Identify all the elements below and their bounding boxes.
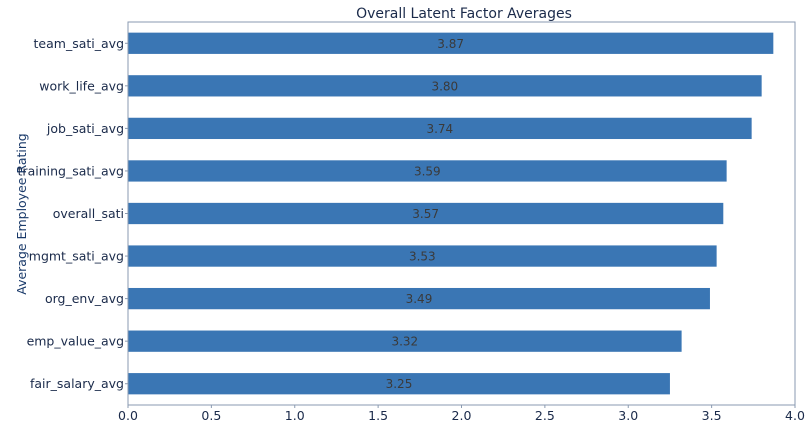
category-label-org_env_avg: org_env_avg bbox=[45, 291, 124, 306]
bar-team_sati_avg bbox=[128, 32, 774, 54]
bar-org_env_avg bbox=[128, 287, 710, 310]
category-label-job_sati_avg: job_sati_avg bbox=[46, 121, 124, 136]
data-label-org_env_avg: 3.49 bbox=[406, 292, 433, 306]
x-tick-label-0: 0.0 bbox=[118, 408, 138, 423]
data-labels-group: 3.87 3.80 3.74 3.59 3.57 3.53 3.49 3.32 3.25 bbox=[386, 37, 464, 391]
category-label-mgmt_sati_avg: mgmt_sati_avg bbox=[29, 249, 124, 264]
bar-fair_salary_avg bbox=[128, 373, 670, 395]
category-labels-group: team_sati_avg work_life_avg job_sati_avgtr… bbox=[18, 36, 124, 391]
x-tick-label-2: 1.0 bbox=[285, 408, 305, 423]
data-label-team_sati_avg: 3.87 bbox=[437, 37, 464, 51]
category-label-training_sati_avg: training_sati_avg bbox=[18, 163, 124, 178]
y-axis-label: Average Employee Rating bbox=[14, 133, 29, 295]
data-label-training_sati_avg: 3.59 bbox=[414, 164, 441, 178]
x-tick-label-3: 1.5 bbox=[368, 408, 388, 423]
plot-frame bbox=[127, 21, 796, 406]
category-label-overall_sati: overall_sati bbox=[53, 206, 124, 221]
bar-work_life_avg bbox=[128, 75, 762, 97]
bar-mgmt_sati_avg bbox=[128, 245, 717, 267]
bar-training_sati_avg bbox=[128, 160, 727, 182]
data-label-fair_salary_avg: 3.25 bbox=[386, 377, 413, 391]
data-label-work_life_avg: 3.80 bbox=[431, 79, 458, 93]
data-label-emp_value_avg: 3.32 bbox=[391, 335, 418, 349]
data-label-overall_sati: 3.57 bbox=[412, 207, 439, 221]
data-label-job_sati_avg: 3.74 bbox=[426, 122, 453, 136]
x-tick-label-5: 2.5 bbox=[535, 408, 555, 423]
x-ticks-group: 0.0 0.5 1.0 1.5 2.0 2.5 3.0 3.5 4.0 bbox=[118, 42, 805, 423]
category-label-fair_salary_avg: fair_salary_avg bbox=[30, 376, 124, 391]
bar-job_sati_avg bbox=[128, 117, 752, 140]
bars-group bbox=[128, 32, 774, 395]
data-label-mgmt_sati_avg: 3.53 bbox=[409, 250, 436, 264]
category-label-work_life_avg: work_life_avg bbox=[39, 78, 124, 93]
bar-emp_value_avg bbox=[128, 330, 682, 352]
x-tick-label-1: 0.5 bbox=[201, 408, 221, 423]
category-label-team_sati_avg: team_sati_avg bbox=[34, 36, 124, 51]
x-tick-label-6: 3.0 bbox=[618, 408, 638, 423]
x-tick-label-4: 2.0 bbox=[452, 408, 472, 423]
bar-overall_sati bbox=[128, 202, 724, 225]
x-tick-label-8: 4.0 bbox=[785, 408, 805, 423]
chart-title: Overall Latent Factor Averages bbox=[356, 6, 572, 22]
x-tick-label-7: 3.5 bbox=[702, 408, 722, 423]
category-label-emp_value_avg: emp_value_avg bbox=[27, 334, 124, 349]
